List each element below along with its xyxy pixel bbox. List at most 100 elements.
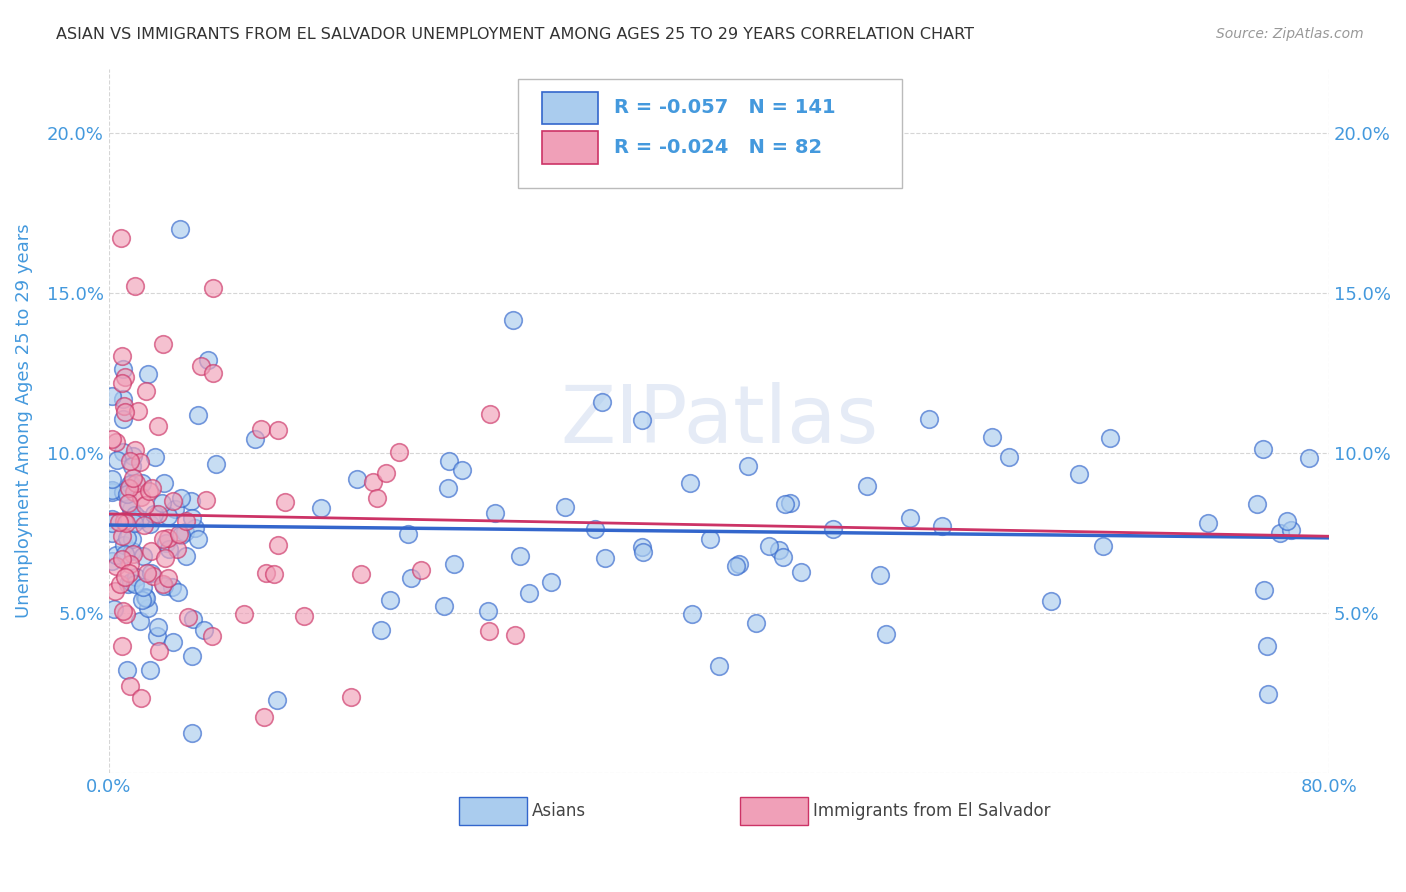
Point xyxy=(153,550,176,565)
Point xyxy=(145,450,167,465)
Point xyxy=(112,392,135,406)
Text: Source: ZipAtlas.com: Source: ZipAtlas.com xyxy=(1216,27,1364,41)
Point xyxy=(779,496,801,510)
Point xyxy=(401,571,423,585)
Point xyxy=(153,579,176,593)
Point xyxy=(141,566,163,580)
Point xyxy=(681,607,703,621)
Point xyxy=(630,413,652,427)
Point xyxy=(142,508,165,522)
Point xyxy=(139,543,162,558)
Point xyxy=(114,405,136,419)
Point xyxy=(111,445,134,459)
Point xyxy=(679,476,702,491)
Point xyxy=(134,517,156,532)
Point xyxy=(111,376,134,390)
Point xyxy=(745,616,768,631)
Point xyxy=(380,593,402,607)
Point xyxy=(205,458,228,472)
Point xyxy=(540,574,562,589)
Point xyxy=(998,450,1021,464)
Point xyxy=(346,472,368,486)
Point xyxy=(110,231,132,245)
Point xyxy=(121,543,143,558)
Point xyxy=(125,570,148,584)
Point xyxy=(148,620,170,634)
Point xyxy=(197,353,219,368)
Point xyxy=(134,384,156,399)
Point xyxy=(136,367,159,381)
Point xyxy=(152,576,174,591)
Point xyxy=(170,528,193,542)
Point xyxy=(111,485,134,500)
Point xyxy=(630,540,652,554)
Point xyxy=(115,516,138,530)
Point xyxy=(202,366,225,380)
Point xyxy=(124,485,146,500)
Point xyxy=(869,568,891,582)
Text: ZIPatlas: ZIPatlas xyxy=(560,382,877,460)
Point xyxy=(823,522,845,536)
Text: ASIAN VS IMMIGRANTS FROM EL SALVADOR UNEMPLOYMENT AMONG AGES 25 TO 29 YEARS CORR: ASIAN VS IMMIGRANTS FROM EL SALVADOR UNE… xyxy=(56,27,974,42)
Point xyxy=(980,430,1002,444)
Point xyxy=(117,495,139,509)
Point xyxy=(585,522,607,536)
Point xyxy=(724,558,747,573)
Point xyxy=(132,581,155,595)
Point xyxy=(250,422,273,436)
Point xyxy=(165,501,187,516)
Point xyxy=(918,412,941,426)
Point xyxy=(101,432,124,446)
Point xyxy=(484,506,506,520)
Point xyxy=(1257,687,1279,701)
Point xyxy=(768,543,790,558)
Point xyxy=(162,635,184,649)
Point xyxy=(131,476,153,491)
FancyBboxPatch shape xyxy=(740,797,808,825)
Point xyxy=(856,479,879,493)
Text: Asians: Asians xyxy=(533,803,586,821)
Point xyxy=(122,471,145,485)
Point xyxy=(409,563,432,577)
Point xyxy=(253,710,276,724)
Point xyxy=(292,609,315,624)
Point xyxy=(153,475,176,490)
Point xyxy=(699,533,721,547)
Point xyxy=(160,580,183,594)
Point xyxy=(111,349,134,363)
Point xyxy=(139,517,162,532)
Point xyxy=(1279,523,1302,537)
Point xyxy=(451,463,474,477)
Point xyxy=(129,455,152,469)
Point xyxy=(105,434,128,449)
Point xyxy=(554,500,576,514)
Point xyxy=(267,423,290,437)
Point xyxy=(146,418,169,433)
Point xyxy=(502,313,524,327)
Point xyxy=(790,565,813,579)
Point xyxy=(363,475,385,489)
Point xyxy=(120,454,142,468)
Point xyxy=(129,691,152,706)
Point xyxy=(266,693,288,707)
FancyBboxPatch shape xyxy=(458,797,527,825)
Point xyxy=(132,549,155,563)
Point xyxy=(114,370,136,384)
Point xyxy=(193,623,215,637)
Point xyxy=(162,493,184,508)
Point xyxy=(101,389,124,403)
Point xyxy=(115,607,138,621)
Point xyxy=(309,501,332,516)
Point xyxy=(1246,497,1268,511)
Point xyxy=(173,524,195,539)
Point xyxy=(898,511,921,525)
Point xyxy=(433,599,456,614)
Point xyxy=(1256,639,1278,653)
Point xyxy=(128,512,150,526)
FancyBboxPatch shape xyxy=(517,79,903,188)
Point xyxy=(477,604,499,618)
Point xyxy=(169,491,191,505)
Point xyxy=(1298,450,1320,465)
Point xyxy=(118,566,141,581)
Point xyxy=(166,542,188,557)
